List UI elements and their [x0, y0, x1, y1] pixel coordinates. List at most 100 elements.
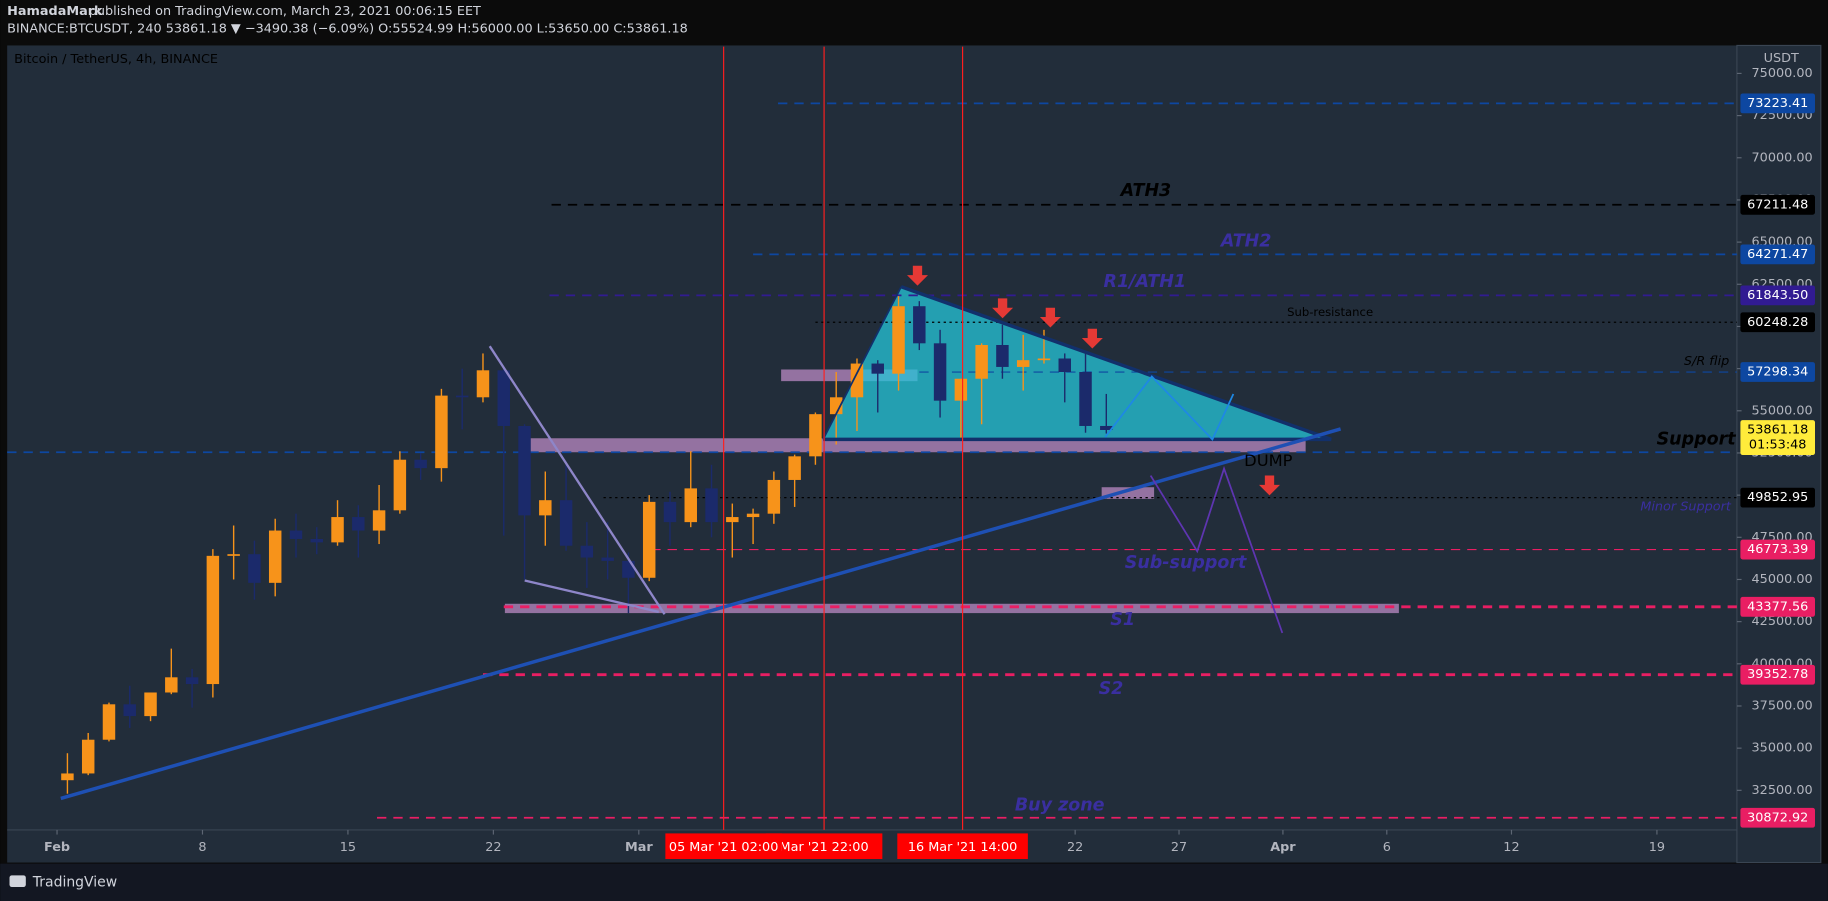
candle-body: [352, 517, 365, 531]
candle-body: [1100, 425, 1113, 430]
wedge-line: [524, 579, 660, 614]
candle-body: [144, 692, 157, 717]
annotation: S/R flip: [1684, 354, 1729, 369]
price-tag-label: 61843.50: [1747, 288, 1808, 303]
candle-body: [871, 363, 884, 374]
last-price-tag: [1740, 420, 1815, 456]
candle-body: [435, 395, 448, 469]
x-tick-label: 6: [1383, 840, 1391, 855]
wedge-line: [488, 345, 666, 615]
x-tick-label: 19: [1649, 840, 1665, 855]
x-tick-label: 8: [198, 840, 206, 855]
y-tick-label: 32500.00: [1752, 783, 1813, 798]
annotation: DUMP: [1244, 451, 1293, 470]
annotation: R1/ATH1: [1104, 272, 1187, 292]
date-marker-box: [897, 833, 1028, 860]
candle-body: [975, 345, 988, 379]
candle-body: [850, 363, 864, 398]
candle-body: [123, 704, 136, 717]
date-marker-label: Mar '21 22:00: [780, 840, 869, 855]
price-tag: [1740, 487, 1815, 508]
price-tag: [1740, 362, 1815, 382]
author: HamadaMark: [7, 4, 103, 19]
annotation: ATH2: [1219, 231, 1272, 251]
arrow: [1081, 328, 1103, 349]
candle-body: [414, 459, 427, 469]
x-tick-label: 15: [340, 840, 356, 855]
candle-body: [1079, 371, 1092, 426]
arrows: [907, 265, 1280, 496]
zone: [781, 369, 918, 382]
candle-body: [1016, 360, 1030, 367]
y-tick-label: 70000.00: [1752, 150, 1813, 165]
price-tag: [1740, 244, 1815, 265]
date-marker-box: [765, 833, 883, 860]
candle-body: [497, 370, 510, 426]
price-tag-label: 67211.48: [1747, 197, 1808, 212]
candle-body: [248, 554, 261, 583]
drawings-front: ATH3 ATH2 R1/ATH1 Sub-resistance S/R fli…: [60, 181, 1737, 815]
chart-title: Bitcoin / TetherUS, 4h, BINANCE: [14, 52, 218, 67]
candle-body: [455, 395, 469, 398]
price-tag-label: 46773.39: [1747, 542, 1808, 557]
y-tick-label: 42500.00: [1752, 614, 1813, 629]
price-tag-label: 49852.95: [1747, 490, 1808, 505]
candle-body: [933, 343, 947, 401]
logo-icon: [9, 875, 26, 888]
price-tag-label: 60248.28: [1747, 315, 1808, 330]
x-tick-label: 22: [1067, 840, 1083, 855]
annotation: S2: [1099, 679, 1124, 699]
price-tag-label: 73223.41: [1747, 96, 1808, 111]
candle-body: [705, 488, 718, 523]
price-tag: [1740, 596, 1815, 617]
y-tick-label: 37500.00: [1752, 698, 1813, 713]
candle-body: [996, 345, 1009, 367]
annotation: Buy zone: [1015, 795, 1105, 815]
x-tick-label: 12: [1503, 840, 1519, 855]
brand-logo[interactable]: TradingView: [9, 874, 118, 890]
annotation: Sub-support: [1125, 553, 1247, 573]
candle-body: [268, 530, 282, 583]
price-tag-label: 43377.56: [1747, 599, 1808, 614]
candle-body: [913, 306, 926, 344]
candle-body: [788, 456, 801, 480]
annotation: S1: [1110, 610, 1135, 630]
candle-body: [289, 530, 303, 539]
zone: [518, 438, 1306, 453]
candle-body: [829, 397, 843, 415]
candle-body: [102, 704, 116, 740]
y-tick-label: 35000.00: [1752, 741, 1813, 756]
candle-body: [809, 414, 822, 457]
candle-body: [559, 500, 573, 546]
candle-body: [726, 517, 739, 523]
y-tick-label: 75000.00: [1752, 66, 1813, 81]
arrow: [992, 298, 1014, 319]
price-tag: [1740, 194, 1815, 215]
price-tag: [1740, 807, 1815, 828]
x-tick-label: Mar: [625, 840, 653, 855]
candle-body: [227, 554, 240, 556]
trend-line: [822, 286, 902, 440]
candle-body: [580, 545, 594, 558]
candle-body: [892, 306, 905, 374]
candle-body: [539, 500, 552, 516]
last-price-label: 53861.18: [1747, 422, 1808, 437]
candle-body: [81, 739, 95, 774]
plot-area: [7, 45, 1737, 863]
candle-body: [642, 501, 656, 578]
countdown: 01:53:48: [1749, 438, 1807, 453]
candle-body: [310, 538, 323, 543]
candle-body: [663, 501, 677, 523]
candle-body: [746, 513, 760, 518]
price-tag: [1740, 285, 1815, 306]
date-marker-label: 16 Mar '21 14:00: [908, 840, 1017, 855]
y-tick-label: 55000.00: [1752, 403, 1813, 418]
y-tick-label: 45000.00: [1752, 572, 1813, 587]
footer: [0, 863, 1828, 901]
date-marker-label: 05 Mar '21 02:00: [669, 840, 778, 855]
candle-body: [601, 557, 614, 561]
candles: [61, 296, 1113, 794]
candle-body: [372, 510, 386, 531]
annotation: Support: [1657, 429, 1737, 449]
